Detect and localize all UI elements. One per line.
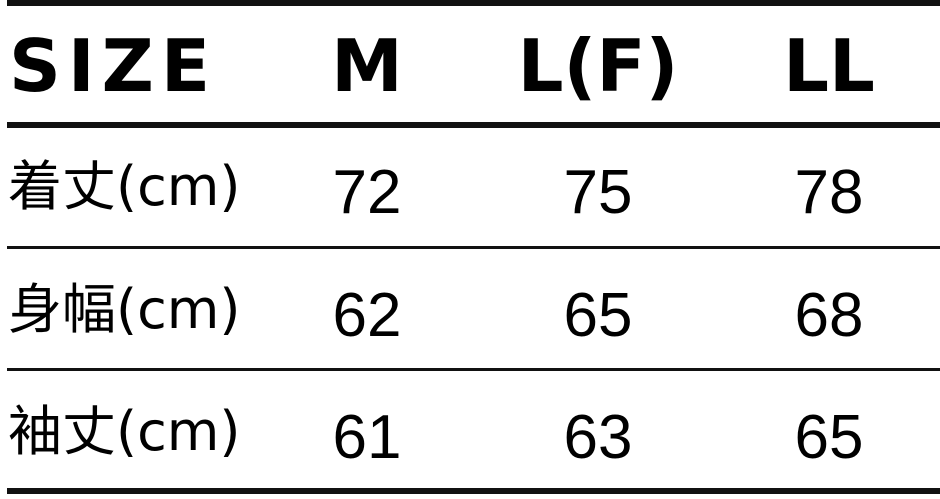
value-sleeve-m: 61	[332, 403, 402, 472]
value-width-m: 62	[332, 281, 402, 350]
row-divider	[7, 246, 940, 249]
row-label-sleeve: 袖丈(cm)	[8, 400, 241, 463]
row-label-length: 着丈(cm)	[8, 155, 241, 218]
row-divider	[7, 368, 940, 371]
top-rule	[7, 0, 940, 6]
row-label-width: 身幅(cm)	[8, 278, 241, 341]
value-length-ll: 78	[794, 158, 864, 227]
value-length-lf: 75	[563, 158, 633, 227]
value-width-lf: 65	[563, 281, 633, 350]
size-m-header: M	[331, 24, 403, 108]
header-rule	[7, 122, 940, 128]
value-width-ll: 68	[794, 281, 864, 350]
value-length-m: 72	[332, 158, 402, 227]
size-ll-header: LL	[783, 24, 875, 108]
bottom-rule	[7, 488, 940, 494]
value-sleeve-lf: 63	[563, 403, 633, 472]
size-lf-header: L(F)	[517, 24, 679, 108]
size-header: SIZE	[9, 24, 218, 108]
value-sleeve-ll: 65	[794, 403, 864, 472]
